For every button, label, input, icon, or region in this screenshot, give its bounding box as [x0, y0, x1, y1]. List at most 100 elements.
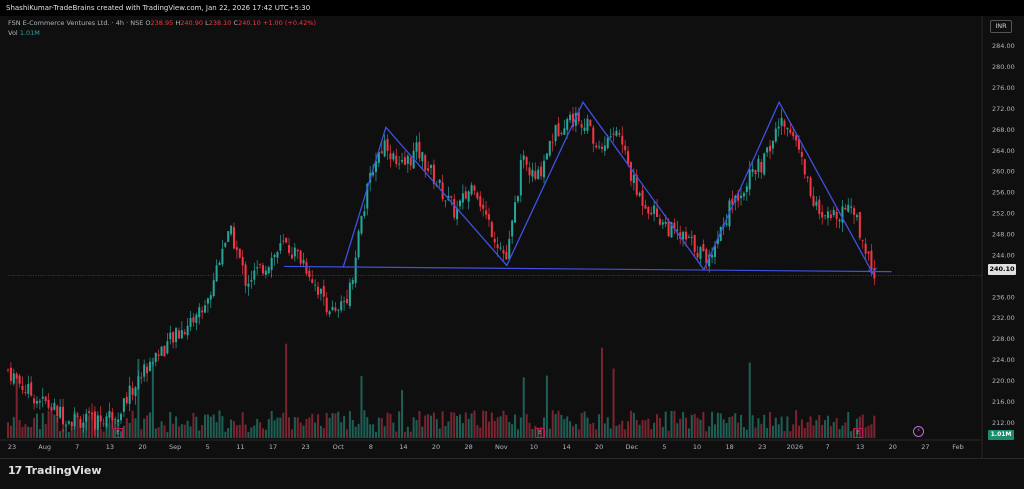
candle-body	[270, 257, 273, 270]
x-tick-label: 20	[595, 443, 603, 451]
candle-body	[348, 282, 351, 307]
x-tick-label: 5	[662, 443, 666, 451]
candle-body	[780, 117, 783, 126]
candle-body	[146, 366, 149, 374]
volume-bar	[334, 413, 337, 438]
volume-bar	[847, 412, 850, 438]
volume-bar	[754, 427, 757, 438]
volume-bar	[296, 417, 299, 438]
candle-body	[711, 255, 714, 258]
candle-body	[493, 238, 496, 243]
volume-bar	[343, 415, 346, 438]
volume-bar	[180, 424, 183, 438]
volume-bar	[522, 377, 525, 438]
earnings-event-badge[interactable]: E	[853, 428, 863, 438]
currency-button[interactable]: INR	[990, 20, 1012, 33]
symbol-name[interactable]: FSN E-Commerce Ventures Ltd. · 4h · NSE	[8, 19, 144, 27]
candle-body	[464, 191, 467, 199]
volume-bar	[18, 419, 21, 438]
volume-bar	[580, 413, 583, 438]
neckline[interactable]	[284, 265, 892, 273]
earnings-event-badge[interactable]: E	[535, 428, 545, 438]
candle-body	[6, 369, 10, 371]
volume-bar	[398, 411, 401, 438]
candle-body	[302, 259, 305, 264]
candle-body	[354, 257, 357, 283]
candle-body	[609, 136, 612, 138]
candle-body	[667, 220, 670, 237]
candle-body	[829, 214, 832, 218]
candle-body	[684, 231, 688, 240]
volume-bar	[818, 415, 821, 438]
y-tick-label: 212.00	[992, 419, 1015, 427]
candle-body	[50, 407, 53, 411]
earnings-event-badge[interactable]: E	[113, 428, 123, 438]
candle-body	[771, 140, 774, 149]
high-value: 240.90	[180, 19, 203, 27]
low-value: 238.10	[208, 19, 232, 27]
volume-bar	[479, 427, 482, 438]
volume-bar	[870, 424, 873, 438]
x-tick-label: 10	[530, 443, 538, 451]
candle-body	[293, 247, 296, 257]
candle-body	[818, 199, 821, 214]
candle-body	[508, 239, 511, 260]
volume-bar	[403, 431, 406, 438]
candle-body	[456, 207, 459, 220]
candle-body	[797, 139, 800, 150]
candle-body	[175, 328, 178, 342]
volume-bar	[175, 416, 178, 438]
volume-bar	[766, 428, 769, 438]
volume-bar	[713, 424, 716, 438]
volume-bar	[215, 422, 218, 438]
volume-bar	[264, 429, 267, 438]
open-value: 238.95	[150, 19, 174, 27]
candle-body	[82, 422, 85, 428]
candle-body	[172, 331, 175, 343]
volume-bar	[328, 417, 331, 438]
triple-top-pattern-line[interactable]	[342, 100, 873, 274]
volume-bar	[157, 427, 160, 438]
candle-body	[259, 264, 262, 266]
volume-bar	[731, 416, 734, 438]
candle-body	[789, 129, 792, 133]
volume-bar	[537, 427, 540, 438]
volume-bar	[256, 418, 259, 438]
volume-bar	[67, 431, 70, 438]
volume-bar	[119, 431, 123, 438]
volume-bar	[140, 429, 143, 438]
candle-body	[656, 208, 659, 217]
volume-bar	[586, 417, 589, 438]
candle-body	[705, 249, 708, 264]
candle-body	[438, 179, 441, 183]
candle-body	[514, 202, 517, 223]
volume-bar	[624, 429, 627, 438]
y-tick-label: 284.00	[992, 42, 1015, 50]
volume-bar	[102, 431, 105, 438]
candle-body	[163, 345, 166, 357]
volume-bar	[711, 411, 714, 438]
volume-bar	[27, 426, 30, 438]
volume-bar	[673, 410, 676, 438]
volume-bar	[696, 417, 699, 438]
volume-bar	[401, 390, 404, 438]
volume-bar	[374, 431, 377, 438]
volume-bar	[317, 414, 320, 438]
candle-body	[285, 237, 288, 243]
volume-bar	[221, 416, 224, 438]
candle-body	[740, 195, 743, 199]
volume-bar	[722, 419, 725, 438]
candle-body	[490, 222, 493, 238]
candle-body	[238, 248, 241, 258]
volume-bar	[415, 420, 418, 438]
x-tick-label: Nov	[495, 443, 508, 451]
pattern-arrowhead	[867, 267, 877, 275]
volume-bar	[148, 412, 151, 438]
candle-body	[12, 373, 15, 384]
lightning-icon[interactable]: ⚡	[913, 426, 924, 437]
candle-body	[853, 208, 856, 215]
candle-body	[183, 332, 186, 334]
x-tick-label: 13	[106, 443, 114, 451]
candle-body	[322, 286, 325, 297]
